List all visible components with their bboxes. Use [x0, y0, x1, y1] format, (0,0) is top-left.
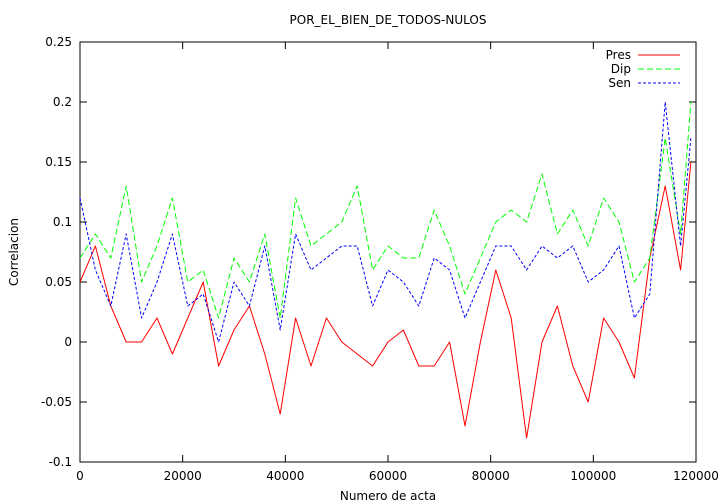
x-tick-label: 120000	[673, 469, 719, 483]
ticks-group: -0.1 -0.05 0 0.05 0.1 0.15 0.2 0.25 0 20000 40000 6…	[41, 35, 719, 483]
legend-label-pres: Pres	[606, 48, 631, 62]
y-tick-label: 0	[64, 335, 72, 349]
series-line-pres	[79, 161, 692, 439]
x-tick-label: 0	[76, 469, 84, 483]
y-tick-label: 0.05	[45, 275, 72, 289]
y-tick-label: 0.15	[45, 155, 72, 169]
x-tick-label: 60000	[369, 469, 407, 483]
x-tick-label: 80000	[472, 469, 510, 483]
series-line-sen	[79, 101, 692, 343]
x-tick-label: 40000	[266, 469, 304, 483]
x-axis-label: Numero de acta	[340, 489, 436, 503]
y-tick-label: 0.25	[45, 35, 72, 49]
plot-area-frame	[79, 41, 697, 463]
series-line-dip	[79, 101, 692, 319]
chart-title: POR_EL_BIEN_DE_TODOS-NULOS	[290, 13, 487, 27]
y-axis-label: Correlacion	[7, 218, 21, 286]
x-tick-label: 20000	[164, 469, 202, 483]
legend-label-sen: Sen	[608, 76, 631, 90]
series-group	[79, 101, 692, 439]
y-tick-label: 0.1	[53, 215, 72, 229]
y-tick-label: -0.1	[49, 455, 72, 469]
x-tick-label: 100000	[570, 469, 616, 483]
legend-label-dip: Dip	[611, 62, 631, 76]
y-tick-label: -0.05	[41, 395, 72, 409]
y-tick-label: 0.2	[53, 95, 72, 109]
